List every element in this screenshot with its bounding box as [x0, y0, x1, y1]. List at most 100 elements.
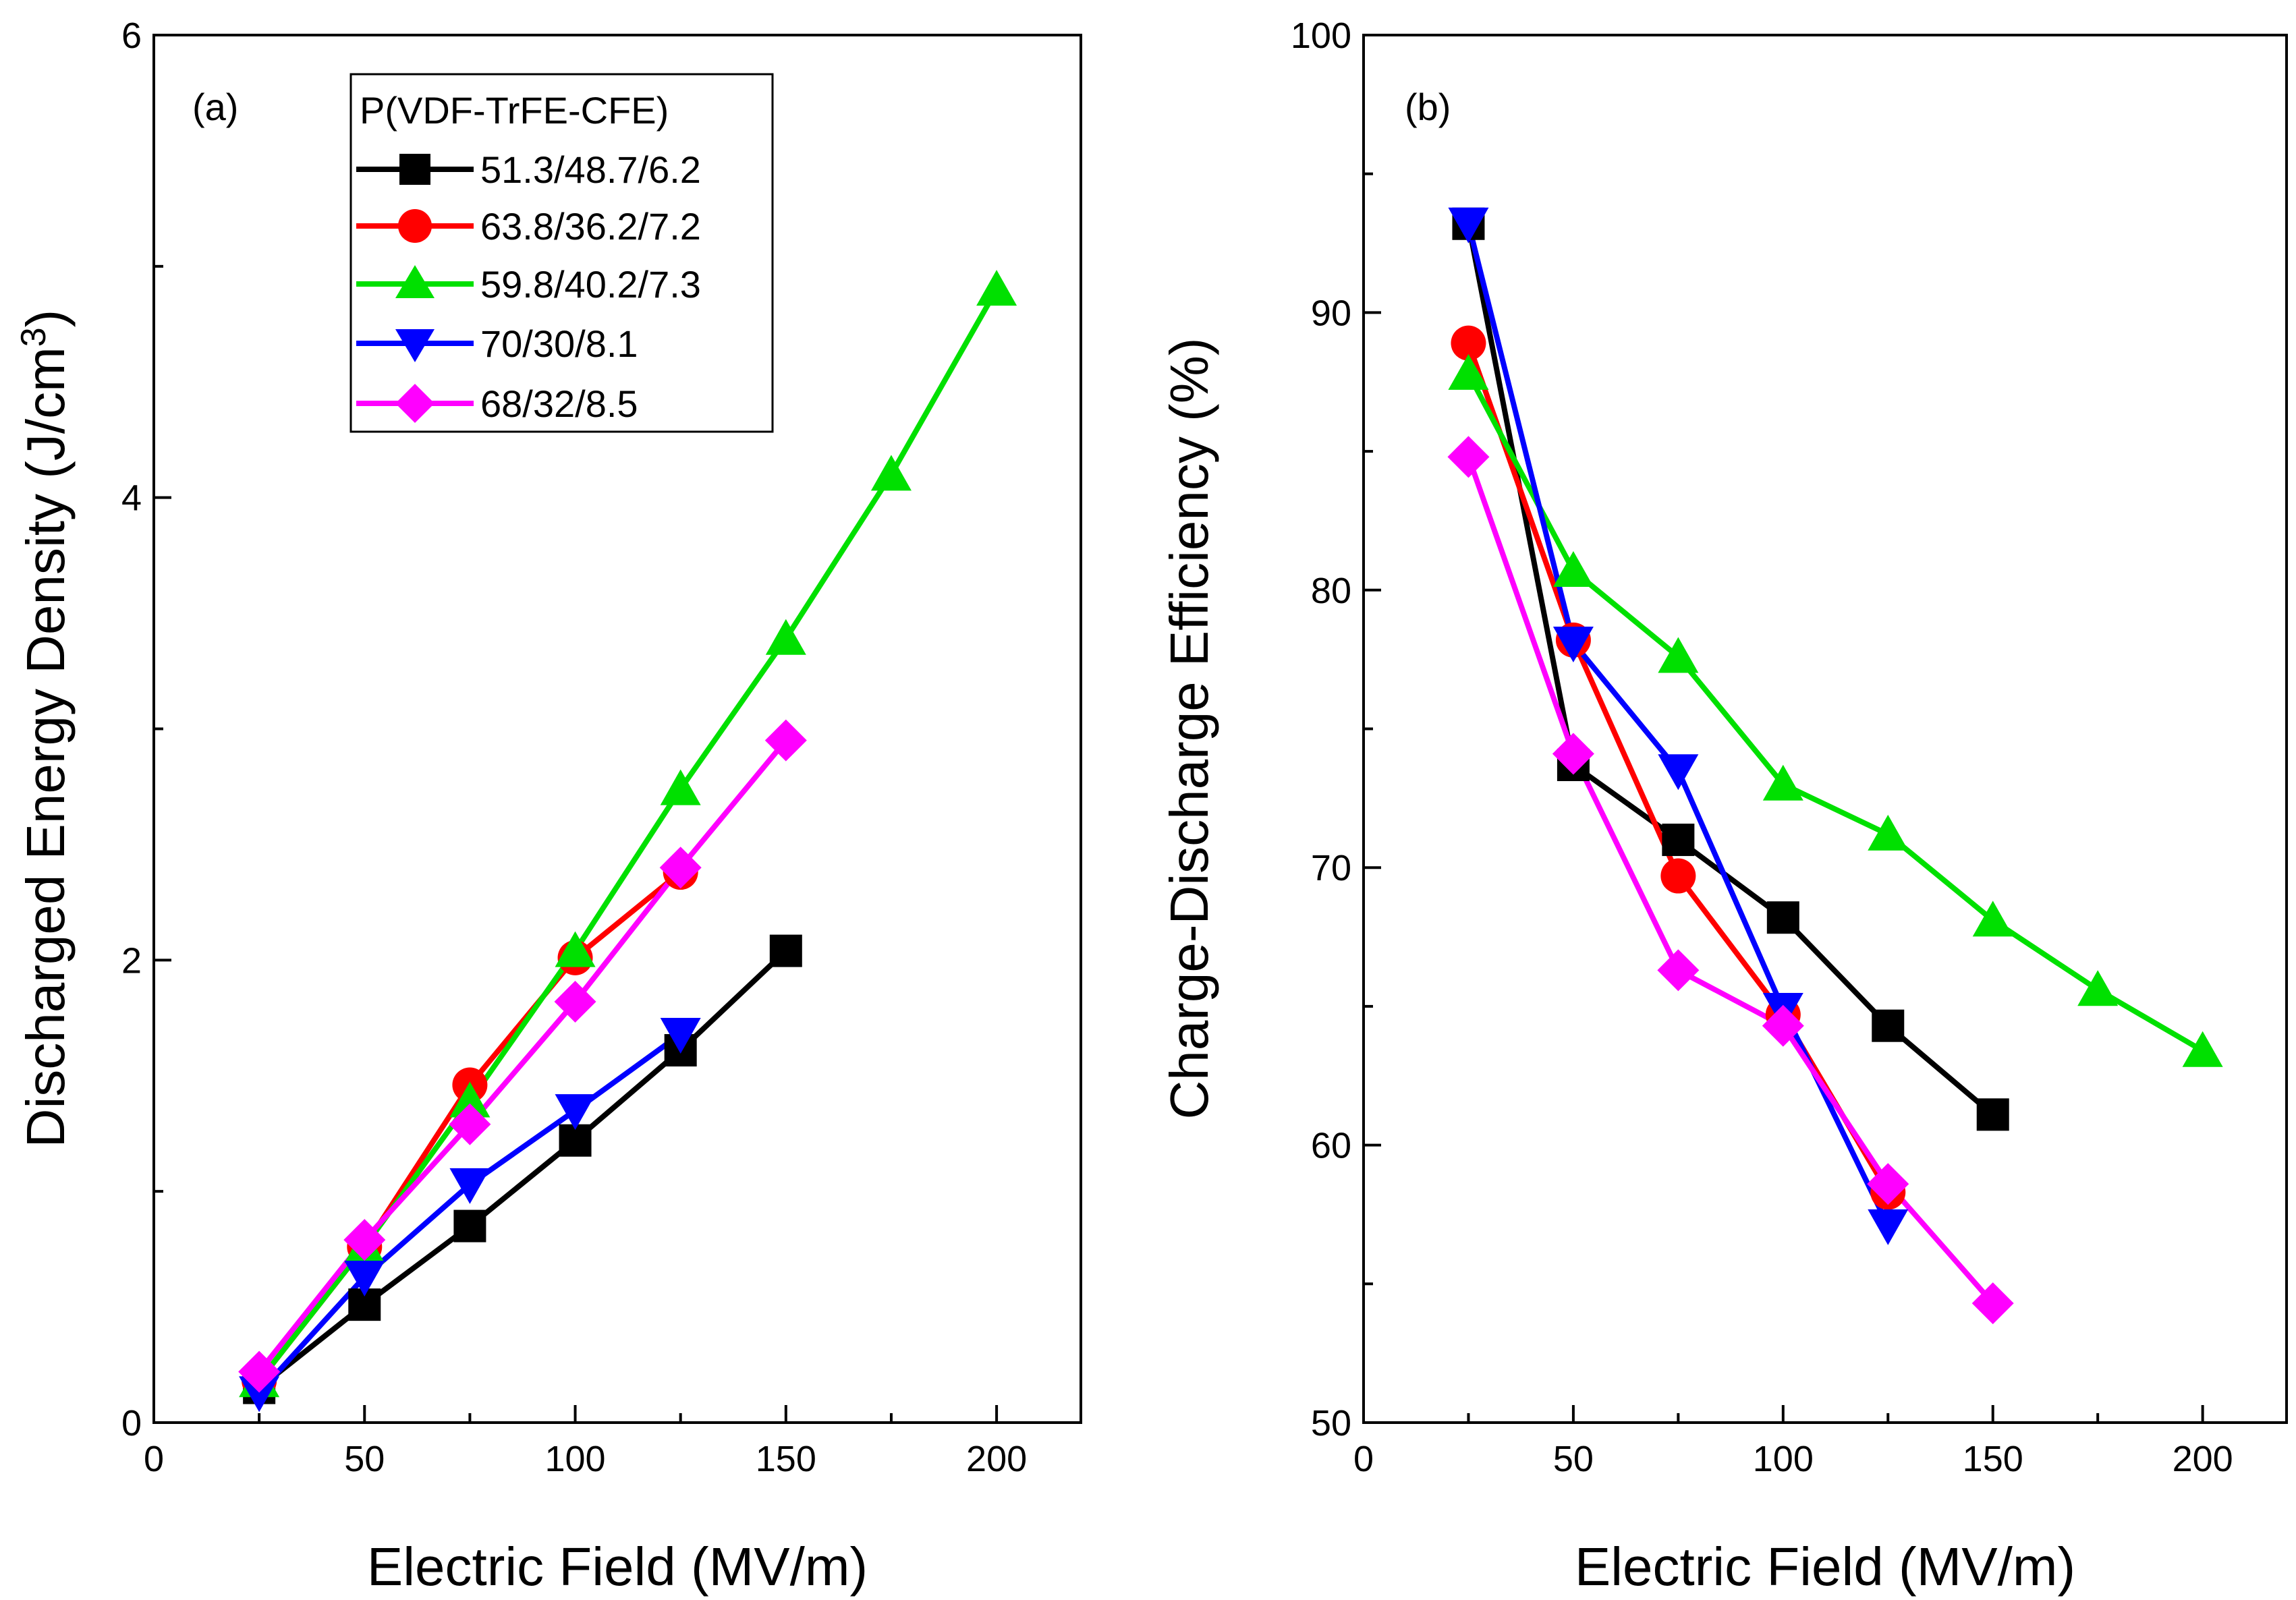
efficiency-y-tick-label: 90: [1311, 293, 1351, 333]
energy-density-y-tick-label: 2: [121, 940, 142, 981]
legend-entry-63-8: 63.8/36.2/7.2: [356, 205, 701, 248]
energy-density-tick-layer: 0 50 100 150 200 0 2 4 6: [121, 16, 1027, 1479]
legend-label-68-32: 68/32/8.5: [480, 382, 638, 425]
energy-density-x-axis-title: Electric Field (MV/m): [367, 1537, 868, 1597]
efficiency-data-point: [1971, 1282, 2014, 1325]
energy-density-data-point: [344, 1261, 385, 1297]
energy-density-data-point: [769, 934, 802, 967]
efficiency-x-tick-label: 0: [1353, 1439, 1374, 1479]
efficiency-x-tick-label: 150: [1963, 1439, 2023, 1479]
energy-density-y-tick-label: 6: [121, 16, 142, 56]
legend-title: P(VDF-TrFE-CFE): [360, 89, 669, 132]
efficiency-data-point: [1552, 626, 1594, 662]
energy-density-x-tick-label: 50: [344, 1439, 385, 1479]
energy-density-y-axis-title-main: Discharged Energy Density (J/cm: [16, 347, 76, 1147]
energy-density-data-point: [555, 1094, 596, 1131]
efficiency-data-point: [1762, 764, 1803, 801]
energy-density-data-point: [660, 769, 701, 805]
legend-entry-68-32: 68/32/8.5: [356, 382, 638, 425]
legend-label-63-8: 63.8/36.2/7.2: [480, 205, 701, 248]
efficiency-data-point: [1872, 1009, 1905, 1042]
energy-density-x-tick-label: 150: [756, 1439, 816, 1479]
efficiency-data-point: [1976, 1098, 2009, 1131]
energy-density-data-point: [764, 719, 807, 762]
energy-density-data-point: [555, 931, 596, 967]
energy-density-data-point: [453, 1209, 486, 1242]
efficiency-data-point: [1867, 1163, 1909, 1205]
energy-density-data-point: [449, 1103, 491, 1145]
energy-density-data-point: [870, 455, 912, 491]
efficiency-series-line: [1465, 223, 1995, 1117]
energy-density-x-tick-label: 200: [966, 1439, 1027, 1479]
energy-density-data-point: [238, 1350, 281, 1393]
efficiency-data-point: [1552, 551, 1594, 588]
energy-density-frame: [152, 34, 1082, 1424]
energy-density-data-point: [449, 1081, 491, 1118]
efficiency-y-tick-label: 100: [1291, 16, 1351, 56]
panel-label-a: (a): [192, 86, 238, 128]
efficiency-data-point: [1762, 1004, 1804, 1047]
efficiency-x-tick-label: 200: [2173, 1439, 2233, 1479]
efficiency-x-tick-label: 100: [1753, 1439, 1814, 1479]
legend-entry-70-30: 70/30/8.1: [356, 322, 638, 365]
efficiency-data-point: [1658, 754, 1699, 791]
energy-density-plot-layer: [238, 270, 1017, 1412]
efficiency-x-axis-title: Electric Field (MV/m): [1575, 1537, 2075, 1597]
efficiency-y-tick-label: 70: [1311, 848, 1351, 888]
energy-density-data-point: [659, 847, 702, 889]
efficiency-data-point: [1552, 733, 1594, 775]
efficiency-data-point: [1660, 858, 1696, 894]
efficiency-x-tick-label: 50: [1553, 1439, 1594, 1479]
efficiency-data-point: [2077, 970, 2119, 1006]
energy-density-data-point: [239, 1376, 280, 1412]
efficiency-y-tick-label: 80: [1311, 571, 1351, 611]
efficiency-y-axis-title: Charge-Discharge Efficiency (%): [1159, 338, 1219, 1120]
energy-density-panel: 0 50 100 150 200 0 2 4 6 (a) Electric Field (MV/…: [14, 16, 1082, 1597]
energy-density-data-point: [554, 981, 596, 1023]
energy-density-data-point: [765, 619, 806, 655]
efficiency-data-point: [1662, 824, 1695, 857]
panel-label-b: (b): [1405, 86, 1451, 128]
efficiency-data-point: [1448, 207, 1489, 244]
efficiency-data-point: [1657, 949, 1700, 992]
energy-density-data-point: [660, 1018, 701, 1054]
legend-entry-59-8: 59.8/40.2/7.3: [356, 263, 701, 306]
energy-density-y-tick-label: 4: [121, 478, 142, 519]
legend-label-59-8: 59.8/40.2/7.3: [480, 263, 701, 306]
efficiency-data-point: [2182, 1031, 2223, 1067]
legend-marker-triangle-down: [395, 329, 435, 362]
legend-marker-triangle-up: [395, 265, 435, 298]
efficiency-data-point: [1766, 901, 1799, 934]
energy-density-y-axis-title-close: ): [16, 310, 76, 328]
energy-density-x-tick-label: 100: [544, 1439, 605, 1479]
legend-label-51-3: 51.3/48.7/6.2: [480, 148, 701, 191]
energy-density-y-tick-label: 0: [121, 1403, 142, 1444]
legend-marker-diamond: [395, 384, 435, 423]
efficiency-data-point: [1972, 901, 2013, 937]
efficiency-data-point: [1448, 353, 1489, 390]
efficiency-plot-layer: [1447, 207, 2223, 1325]
energy-density-series-line: [257, 948, 788, 1390]
efficiency-data-point: [1658, 637, 1699, 673]
efficiency-frame: [1362, 34, 2288, 1424]
efficiency-y-tick-label: 50: [1311, 1403, 1351, 1444]
efficiency-data-point: [1447, 436, 1490, 478]
efficiency-data-point: [1868, 814, 1909, 851]
efficiency-data-point: [1451, 325, 1486, 361]
energy-density-data-point: [343, 1219, 386, 1261]
legend: P(VDF-TrFE-CFE) 51.3/48.7/6.2 63.8/36.2/…: [349, 73, 774, 433]
energy-density-y-axis-title-superscript: 3: [14, 327, 53, 347]
efficiency-data-point: [1868, 1209, 1909, 1245]
legend-marker-square: [399, 154, 430, 185]
energy-density-data-point: [449, 1168, 491, 1204]
energy-density-data-point: [976, 270, 1017, 306]
legend-marker-circle: [398, 209, 432, 243]
efficiency-series-line: [1465, 455, 1995, 1305]
energy-density-x-tick-label: 0: [144, 1439, 164, 1479]
legend-box: [349, 73, 774, 433]
efficiency-y-tick-label: 60: [1311, 1126, 1351, 1166]
